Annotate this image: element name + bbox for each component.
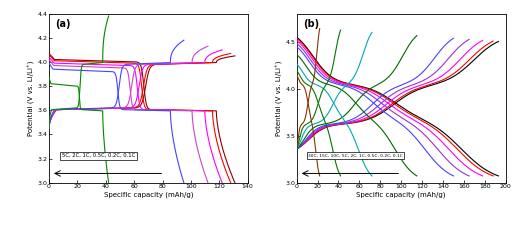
Text: (b): (b) (303, 19, 319, 29)
Text: (a): (a) (55, 19, 71, 29)
Y-axis label: Potential (V vs. Li/Li⁺): Potential (V vs. Li/Li⁺) (28, 60, 35, 136)
X-axis label: Specific capacity (mAh/g): Specific capacity (mAh/g) (104, 192, 193, 198)
X-axis label: Specific capacity (mAh/g): Specific capacity (mAh/g) (357, 192, 446, 198)
Y-axis label: Potential (V vs. Li/Li⁺): Potential (V vs. Li/Li⁺) (276, 60, 283, 136)
Text: 30C, 15C, 10C, 5C, 2C, 1C, 0.5C, 0.2C, 0.1C: 30C, 15C, 10C, 5C, 2C, 1C, 0.5C, 0.2C, 0… (308, 154, 402, 158)
Text: 5C, 2C, 1C, 0.5C, 0.2C, 0.1C: 5C, 2C, 1C, 0.5C, 0.2C, 0.1C (62, 153, 135, 158)
